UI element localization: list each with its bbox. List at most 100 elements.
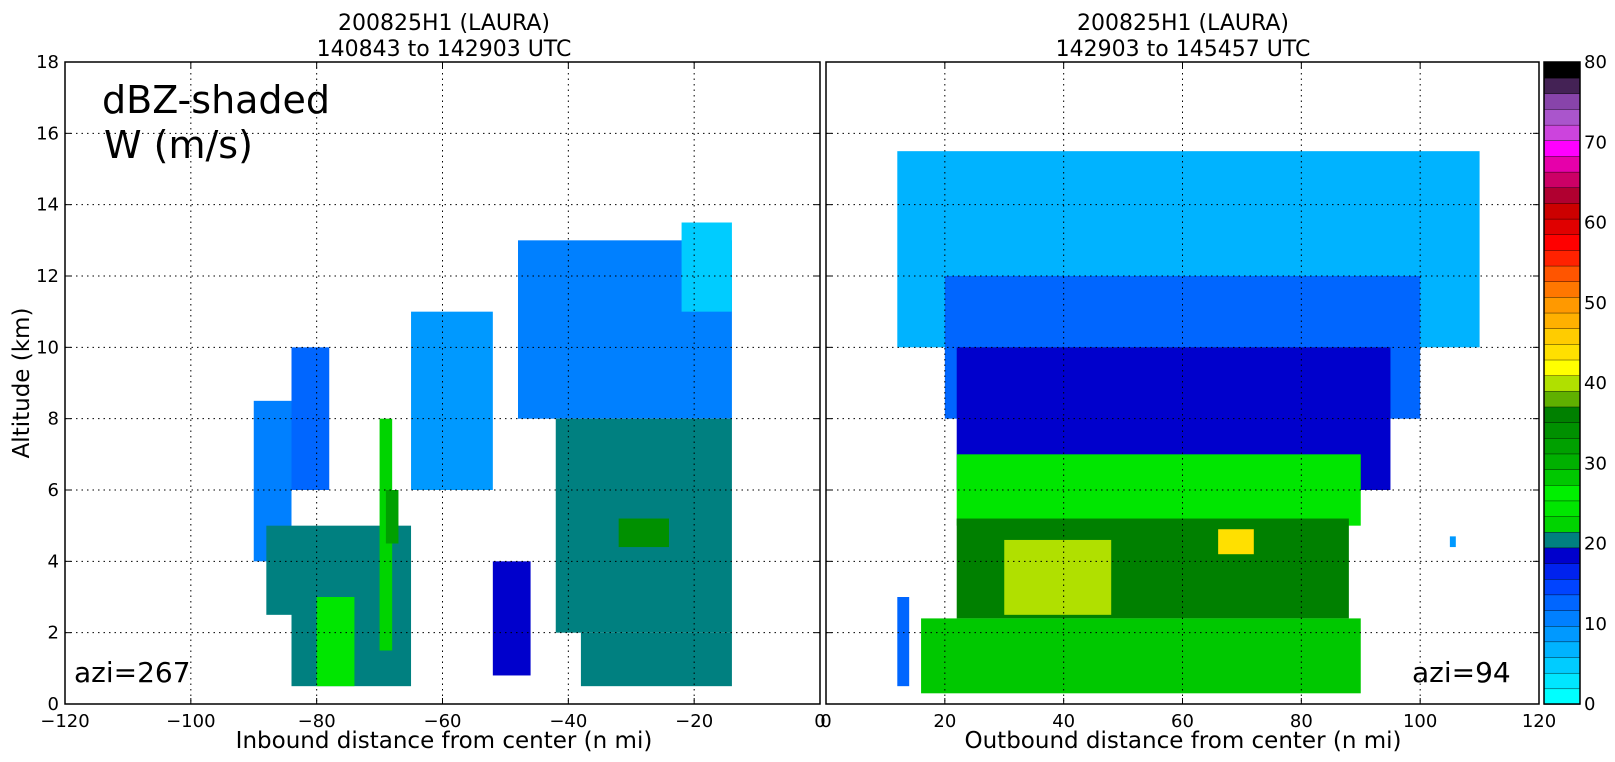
colorbar-band	[1543, 327, 1581, 345]
x-tick-label: 60	[1171, 711, 1194, 732]
y-tick-label: 18	[36, 52, 59, 73]
colorbar-band	[1543, 656, 1581, 674]
colorbar-band	[1543, 531, 1581, 549]
dbz-colorbar: 0 10 20 30 40 50 60 70 80	[1543, 52, 1607, 715]
colorbar-tick-label: 10	[1584, 614, 1607, 635]
left-plot-content	[253, 222, 732, 687]
y-tick-label: 14	[36, 195, 59, 216]
right-annotation-azimuth: azi=94	[1412, 656, 1511, 689]
colorbar-band	[1543, 171, 1581, 188]
reflectivity-cell	[897, 597, 910, 687]
left-x-ticks: −120 −100 −80 −60 −40 −20 0	[40, 62, 826, 732]
x-tick-label: −20	[675, 711, 713, 732]
x-tick-label: 0	[820, 711, 831, 732]
reflectivity-cell	[411, 311, 493, 490]
reflectivity-cell	[316, 597, 355, 687]
colorbar-band	[1543, 249, 1581, 267]
colorbar-band	[1543, 155, 1581, 173]
reflectivity-cell	[681, 222, 732, 312]
colorbar-tick-label: 80	[1584, 52, 1607, 73]
colorbar-band	[1543, 312, 1581, 329]
colorbar-tick-label: 70	[1584, 132, 1607, 153]
colorbar-band	[1543, 453, 1581, 470]
colorbar-frame	[1543, 61, 1581, 705]
x-tick-label: −80	[298, 711, 336, 732]
y-tick-label: 10	[36, 337, 59, 358]
reflectivity-cell	[291, 347, 330, 490]
colorbar-band	[1543, 281, 1581, 298]
x-tick-label: 20	[933, 711, 956, 732]
reflectivity-cell	[921, 618, 1361, 694]
left-annotation-azimuth: azi=267	[74, 656, 191, 689]
colorbar-band	[1543, 265, 1581, 282]
x-tick-label: −120	[40, 711, 89, 732]
colorbar-band	[1543, 625, 1581, 643]
colorbar-band	[1543, 688, 1581, 705]
x-tick-label: 0	[814, 711, 825, 732]
y-tick-label: 12	[36, 266, 59, 287]
colorbar-band	[1543, 594, 1581, 611]
colorbar-tick-label: 20	[1584, 534, 1607, 555]
left-annotation-dbz: dBZ-shaded	[102, 78, 330, 122]
y-tick-label: 8	[48, 409, 59, 430]
left-y-ticks: 0 2 4 6 8 10 12 14 16 18	[36, 52, 820, 715]
colorbar-band	[1543, 93, 1581, 110]
colorbar-bands	[1543, 61, 1581, 705]
right-panel: 200825H1 (LAURA) 142903 to 145457 UTC 0 2…	[820, 11, 1556, 754]
x-tick-label: 80	[1290, 711, 1313, 732]
colorbar-band	[1543, 406, 1581, 423]
colorbar-band	[1543, 437, 1581, 455]
colorbar-tick-label: 60	[1584, 213, 1607, 234]
left-panel-subtitle: 140843 to 142903 UTC	[317, 37, 572, 62]
left-panel: 200825H1 (LAURA) 140843 to 142903 UTC −1…	[9, 11, 826, 754]
reflectivity-cell	[492, 561, 531, 676]
colorbar-band	[1543, 609, 1581, 627]
colorbar-band	[1543, 359, 1581, 376]
colorbar-band	[1543, 61, 1581, 79]
colorbar-band	[1543, 218, 1581, 235]
x-tick-label: 40	[1052, 711, 1075, 732]
x-tick-label: −100	[166, 711, 215, 732]
right-grid	[826, 62, 1539, 704]
y-tick-label: 6	[48, 480, 59, 501]
x-tick-label: −60	[424, 711, 462, 732]
colorbar-band	[1543, 77, 1581, 95]
right-panel-title: 200825H1 (LAURA)	[1077, 11, 1289, 36]
colorbar-band	[1543, 547, 1581, 564]
colorbar-band	[1543, 672, 1581, 690]
colorbar-band	[1543, 484, 1581, 502]
x-tick-label: 100	[1403, 711, 1437, 732]
y-tick-label: 16	[36, 123, 59, 144]
colorbar-tick-label: 30	[1584, 453, 1607, 474]
colorbar-band	[1543, 108, 1581, 126]
reflectivity-cell	[618, 518, 669, 548]
left-x-axis-label: Inbound distance from center (n mi)	[236, 728, 653, 754]
colorbar-band	[1543, 374, 1581, 392]
colorbar-band	[1543, 515, 1581, 533]
x-tick-label: −40	[549, 711, 587, 732]
colorbar-band	[1543, 468, 1581, 486]
colorbar-band	[1543, 390, 1581, 408]
right-x-axis-label: Outbound distance from center (n mi)	[965, 728, 1402, 754]
left-y-axis-label: Altitude (km)	[9, 308, 35, 459]
colorbar-band	[1543, 500, 1581, 517]
right-plot-content	[897, 151, 1480, 694]
left-panel-title: 200825H1 (LAURA)	[338, 11, 550, 36]
colorbar-tick-label: 50	[1584, 293, 1607, 314]
colorbar-band	[1543, 202, 1581, 220]
reflectivity-cell	[1449, 536, 1456, 548]
colorbar-band	[1543, 234, 1581, 251]
colorbar-band	[1543, 578, 1581, 596]
reflectivity-cell	[580, 632, 732, 687]
reflectivity-cell	[1218, 529, 1254, 555]
reflectivity-cell	[266, 525, 292, 615]
y-tick-label: 0	[48, 694, 59, 715]
colorbar-tick-label: 40	[1584, 373, 1607, 394]
colorbar-band	[1543, 421, 1581, 439]
y-tick-label: 2	[48, 623, 59, 644]
colorbar-ticks: 0 10 20 30 40 50 60 70 80	[1584, 52, 1607, 715]
colorbar-band	[1543, 296, 1581, 314]
right-x-ticks: 0 20 40 60 80 100 120	[820, 62, 1556, 732]
left-annotation-w: W (m/s)	[104, 123, 253, 167]
